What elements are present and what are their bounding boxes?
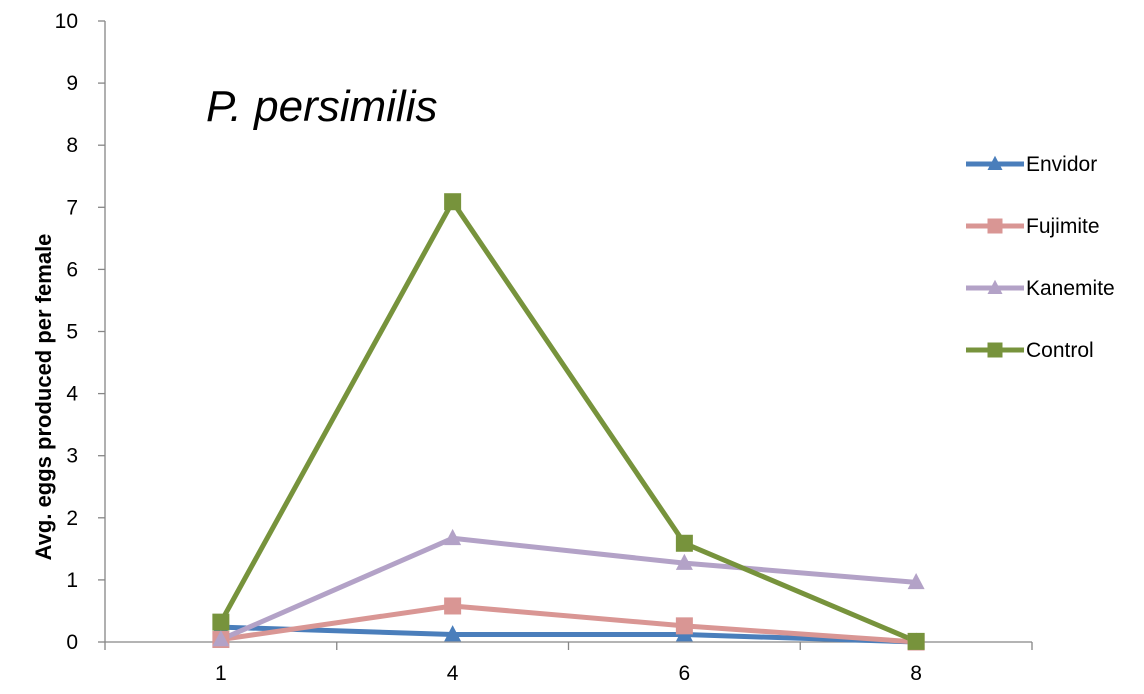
series-line-fujimite [218,603,919,645]
data-point-kanemite [212,630,230,647]
legend-label: Kanemite [1026,277,1115,300]
legend-marker [987,342,1003,358]
x-tick-label: 6 [679,662,691,685]
data-point-fujimite [675,617,693,635]
y-tick-label: 5 [66,321,78,344]
data-point-kanemite [444,528,462,546]
legend-item-kanemite: Kanemite [966,277,1115,300]
y-tick-label: 3 [66,445,78,468]
y-tick-label: 7 [66,196,78,219]
x-tick-label: 1 [215,662,227,685]
y-tick-label: 0 [66,631,78,654]
legend-item-fujimite: Fujimite [966,215,1100,238]
x-tick-labels: 1 4 6 8 [215,662,922,685]
legend-marker [987,279,1003,294]
data-point-kanemite [907,573,925,590]
y-tick-label: 2 [66,507,78,530]
y-tick-label: 10 [55,10,78,33]
legend-item-envidor: Envidor [966,153,1097,176]
y-tick-label: 1 [66,569,78,592]
legend-label: Envidor [1026,153,1097,176]
legend-label: Control [1026,339,1094,362]
legend-marker [987,155,1003,170]
series-line-envidor [218,624,919,645]
data-point-fujimite [444,597,462,615]
data-point-control [675,534,693,552]
data-point-control [444,193,462,211]
legend-item-control: Control [966,339,1094,362]
x-tick-label: 4 [447,662,459,685]
y-tick-label: 4 [66,383,78,406]
y-tick-label: 8 [66,134,78,157]
data-point-control [212,613,230,631]
legend-label: Fujimite [1026,215,1100,238]
y-tick-label: 9 [66,72,78,95]
y-tick-labels: 0 1 2 3 4 5 6 7 8 9 10 [55,10,79,654]
x-tick-label: 8 [910,662,922,685]
series-lines [218,199,919,645]
data-point-envidor [444,625,462,642]
y-tick-label: 6 [66,258,78,281]
y-axis-title: Avg. eggs produced per female [31,234,56,561]
series-line-kanemite [218,535,919,643]
series-markers [212,193,925,651]
data-point-kanemite [675,553,693,570]
data-point-control [907,632,925,650]
legend-marker [987,218,1003,234]
legend: Envidor Fujimite Kanemite Control [966,153,1115,362]
series-line-control [218,199,919,644]
y-axis [98,20,106,643]
chart-title: P. persimilis [206,82,437,131]
